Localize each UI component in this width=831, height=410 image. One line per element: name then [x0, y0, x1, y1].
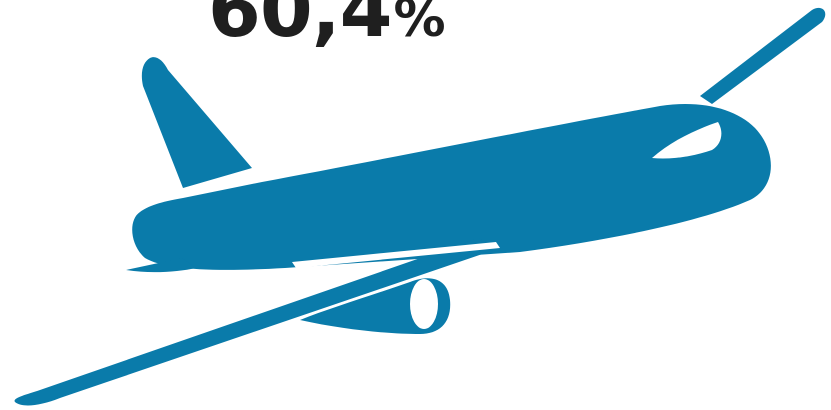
- main-wing: [14, 238, 500, 406]
- percentage-number: 60,4: [208, 0, 393, 54]
- cockpit-window: [652, 122, 722, 159]
- percentage-sign: %: [393, 0, 446, 49]
- tail-fin: [141, 57, 252, 189]
- far-wing: [700, 7, 826, 104]
- fuselage: [132, 104, 771, 270]
- engine-intake: [410, 279, 438, 329]
- percentage-value: 60,4%: [208, 0, 446, 49]
- wing-gap: [292, 242, 500, 268]
- tail-gap: [176, 172, 262, 196]
- tail-stabilizer: [126, 258, 196, 273]
